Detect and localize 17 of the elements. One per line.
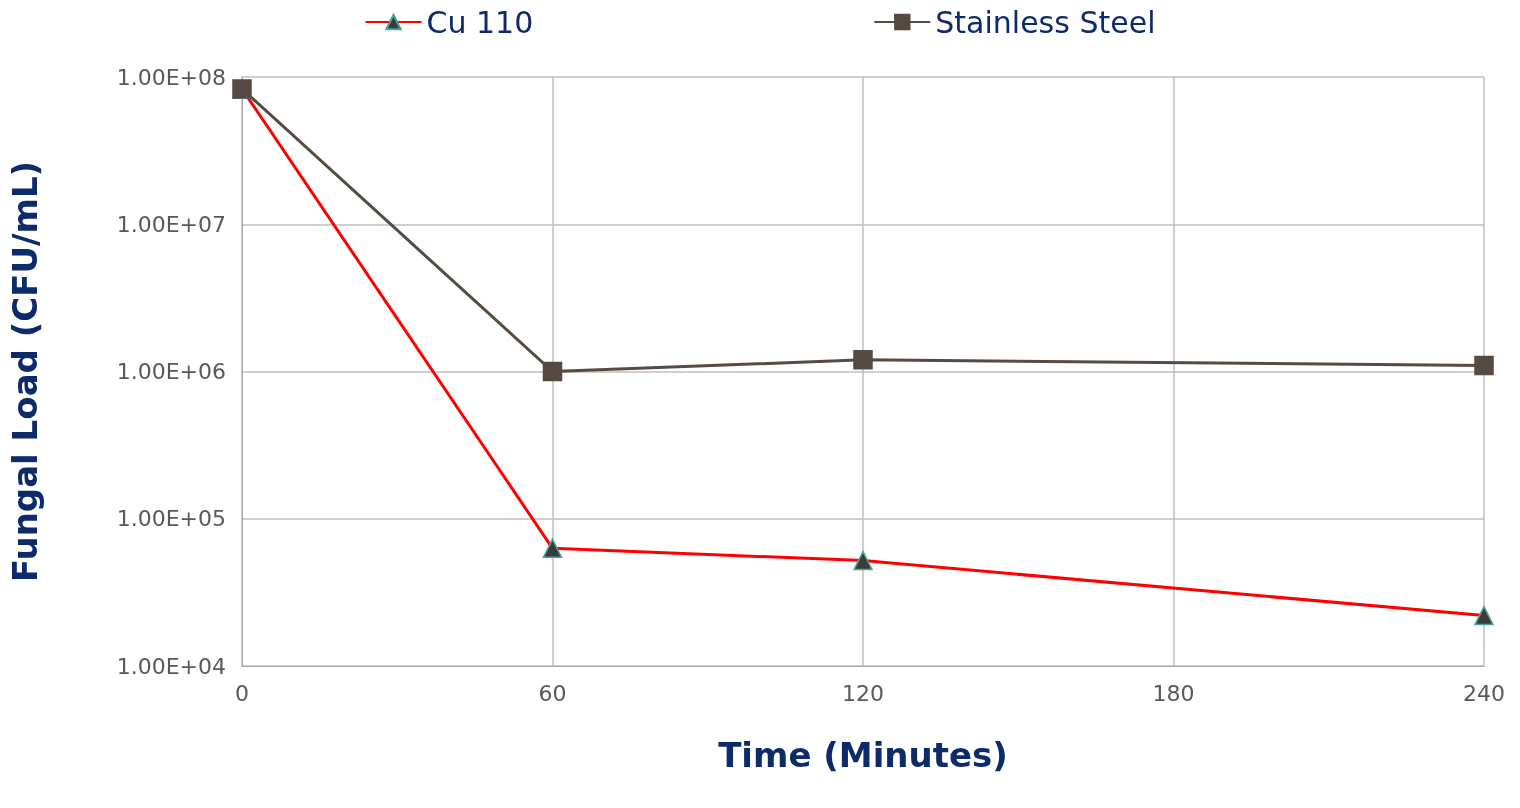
y-tick-label: 1.00E+08 <box>116 64 226 90</box>
x-tick-label: 0 <box>235 680 249 706</box>
x-tick-label: 180 <box>1152 680 1195 706</box>
x-axis-title: Time (Minutes) <box>718 735 1008 775</box>
point <box>1474 355 1494 376</box>
x-tick-label: 60 <box>538 680 567 706</box>
point <box>853 350 873 370</box>
y-tick-label: 1.00E+06 <box>116 359 226 384</box>
legend-label: Stainless Steel <box>935 4 1156 40</box>
x-tick-label: 240 <box>1463 680 1505 706</box>
y-tick-label: 1.00E+07 <box>116 211 226 237</box>
y-tick-label: 1.00E+04 <box>116 653 226 679</box>
legend-label: Cu 110 <box>426 4 534 40</box>
x-tick-label: 120 <box>842 680 884 706</box>
y-axis-title: Fungal Load (CFU/mL) <box>5 160 45 583</box>
y-tick-label: 1.00E+05 <box>116 506 226 532</box>
point <box>542 361 563 382</box>
